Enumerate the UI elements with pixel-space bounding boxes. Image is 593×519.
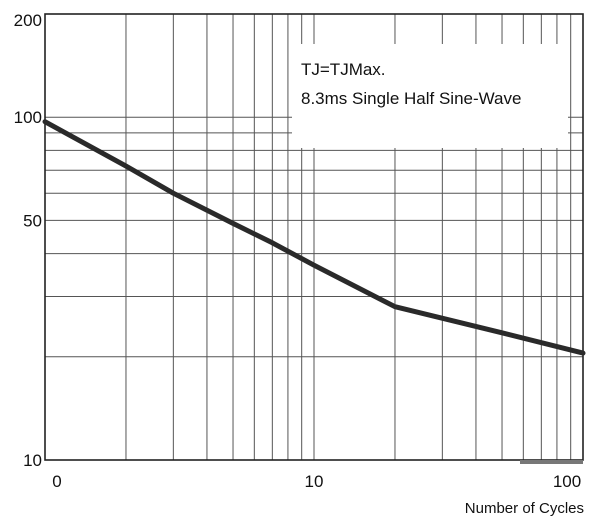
y-tick-label: 50 <box>23 211 42 230</box>
annotation-line-2: 8.3ms Single Half Sine-Wave <box>301 89 521 108</box>
annotation-box <box>292 44 568 148</box>
plot-frame <box>44 13 584 461</box>
x-tick-label: 100 <box>553 472 581 491</box>
annotation-line-1: TJ=TJMax. <box>301 60 386 79</box>
y-tick-label: 10 <box>23 451 42 470</box>
y-tick-label: 200 <box>14 11 42 30</box>
x-axis-title: Number of Cycles <box>465 500 584 517</box>
x-tick-label: 0 <box>52 472 61 491</box>
y-tick-labels: 10 50 100 200 <box>14 11 42 470</box>
x-tick-label: 10 <box>305 472 324 491</box>
x-tick-labels: 0 10 100 <box>52 472 581 491</box>
series-line-surge-current <box>42 119 586 356</box>
x-axis-end-marker <box>520 460 583 464</box>
y-tick-label: 100 <box>14 108 42 127</box>
